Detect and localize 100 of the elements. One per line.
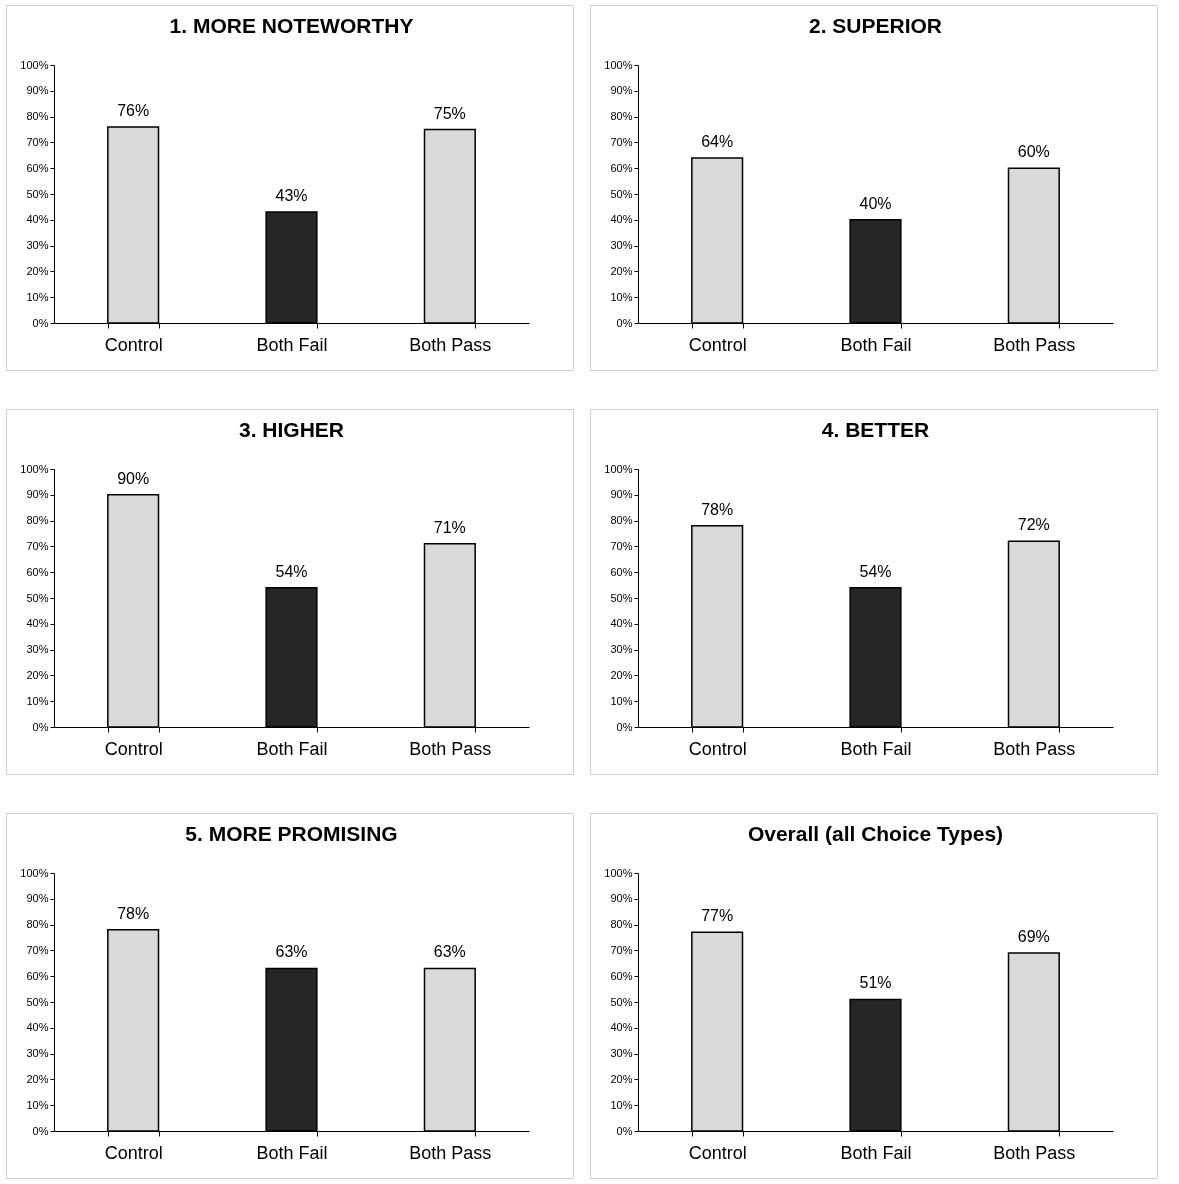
y-tick-label: 10%: [610, 1098, 633, 1111]
chart-title: 3. HIGHER: [238, 418, 345, 441]
y-tick-label: 100%: [604, 58, 633, 71]
y-tick-label: 90%: [610, 84, 633, 97]
x-tick-label: Control: [104, 738, 163, 759]
y-tick-label: 10%: [26, 290, 49, 303]
y-tick-label: 70%: [26, 135, 49, 148]
data-label: 71%: [433, 518, 466, 536]
x-tick-label: Both Pass: [993, 738, 1076, 759]
y-tick-label: 20%: [610, 1072, 633, 1085]
data-label: 76%: [117, 101, 150, 119]
y-tick-label: 20%: [26, 264, 49, 277]
data-label: 63%: [433, 943, 466, 961]
x-tick-label: Both Pass: [409, 334, 492, 355]
y-tick-label: 20%: [26, 1072, 49, 1085]
y-tick-label: 30%: [26, 239, 49, 252]
y-tick-label: 0%: [616, 316, 633, 329]
x-tick-label: Control: [688, 334, 747, 355]
data-label: 90%: [117, 469, 150, 487]
y-tick-label: 100%: [20, 58, 49, 71]
data-label: 64%: [701, 132, 734, 150]
data-label: 72%: [1017, 516, 1050, 534]
x-tick-label: Both Fail: [256, 1142, 328, 1163]
y-tick-label: 50%: [610, 187, 633, 200]
y-tick-label: 50%: [610, 995, 633, 1008]
y-tick-label: 20%: [610, 264, 633, 277]
y-tick-label: 100%: [604, 866, 633, 879]
y-tick-label: 60%: [610, 565, 633, 578]
y-tick-label: 40%: [610, 617, 633, 630]
y-tick-label: 70%: [610, 539, 633, 552]
y-tick-label: 40%: [610, 1021, 633, 1034]
data-label: 54%: [859, 562, 892, 580]
data-label: 78%: [701, 500, 734, 518]
y-tick-label: 40%: [26, 213, 49, 226]
y-tick-label: 90%: [610, 892, 633, 905]
y-tick-label: 0%: [32, 1124, 49, 1137]
x-tick-label: Control: [688, 738, 747, 759]
x-tick-label: Control: [688, 1142, 747, 1163]
y-tick-label: 30%: [610, 239, 633, 252]
y-tick-label: 80%: [610, 918, 633, 931]
data-label: 78%: [117, 904, 150, 922]
x-tick-label: Both Pass: [409, 738, 492, 759]
chart-title: Overall (all Choice Types): [747, 822, 1004, 845]
y-tick-label: 70%: [610, 943, 633, 956]
chart-title: 2. SUPERIOR: [808, 14, 943, 37]
y-tick-label: 40%: [26, 1021, 49, 1034]
chart-title: 4. BETTER: [821, 418, 930, 441]
y-tick-label: 30%: [26, 643, 49, 656]
y-tick-label: 0%: [616, 720, 633, 733]
y-tick-label: 80%: [26, 514, 49, 527]
x-tick-label: Control: [104, 1142, 163, 1163]
y-tick-label: 100%: [604, 462, 633, 475]
y-tick-label: 20%: [26, 668, 49, 681]
x-tick-label: Both Pass: [993, 1142, 1076, 1163]
y-tick-label: 30%: [610, 1047, 633, 1060]
data-label: 60%: [1017, 143, 1050, 161]
y-tick-label: 100%: [20, 462, 49, 475]
y-tick-label: 0%: [616, 1124, 633, 1137]
data-label: 54%: [275, 562, 308, 580]
y-tick-label: 60%: [26, 161, 49, 174]
chart-title: 1. MORE NOTEWORTHY: [169, 14, 414, 37]
y-tick-label: 80%: [26, 110, 49, 123]
y-tick-label: 10%: [610, 290, 633, 303]
y-tick-label: 70%: [26, 943, 49, 956]
y-tick-label: 50%: [26, 995, 49, 1008]
x-tick-label: Both Fail: [840, 1142, 912, 1163]
data-label: 63%: [275, 943, 308, 961]
y-tick-label: 0%: [32, 316, 49, 329]
data-label: 51%: [859, 974, 892, 992]
y-tick-label: 60%: [26, 565, 49, 578]
data-label: 69%: [1017, 927, 1050, 945]
data-label: 77%: [701, 907, 734, 925]
data-label: 40%: [859, 194, 892, 212]
y-tick-label: 10%: [26, 1098, 49, 1111]
y-tick-label: 60%: [610, 969, 633, 982]
y-tick-label: 10%: [610, 694, 633, 707]
y-tick-label: 90%: [26, 84, 49, 97]
data-label: 43%: [275, 187, 308, 205]
y-tick-label: 60%: [610, 161, 633, 174]
y-tick-label: 10%: [26, 694, 49, 707]
data-label: 75%: [433, 104, 466, 122]
y-tick-label: 90%: [26, 892, 49, 905]
x-tick-label: Both Fail: [840, 738, 912, 759]
x-tick-label: Both Pass: [993, 334, 1076, 355]
y-tick-label: 70%: [610, 135, 633, 148]
y-tick-label: 80%: [26, 918, 49, 931]
y-tick-label: 70%: [26, 539, 49, 552]
y-tick-label: 50%: [26, 591, 49, 604]
y-tick-label: 100%: [20, 866, 49, 879]
x-tick-label: Control: [104, 334, 163, 355]
x-tick-label: Both Fail: [256, 334, 328, 355]
x-tick-label: Both Fail: [256, 738, 328, 759]
y-tick-label: 40%: [26, 617, 49, 630]
y-tick-label: 30%: [610, 643, 633, 656]
y-tick-label: 90%: [26, 488, 49, 501]
x-tick-label: Both Fail: [840, 334, 912, 355]
y-tick-label: 50%: [610, 591, 633, 604]
y-tick-label: 80%: [610, 110, 633, 123]
y-tick-label: 50%: [26, 187, 49, 200]
y-tick-label: 30%: [26, 1047, 49, 1060]
